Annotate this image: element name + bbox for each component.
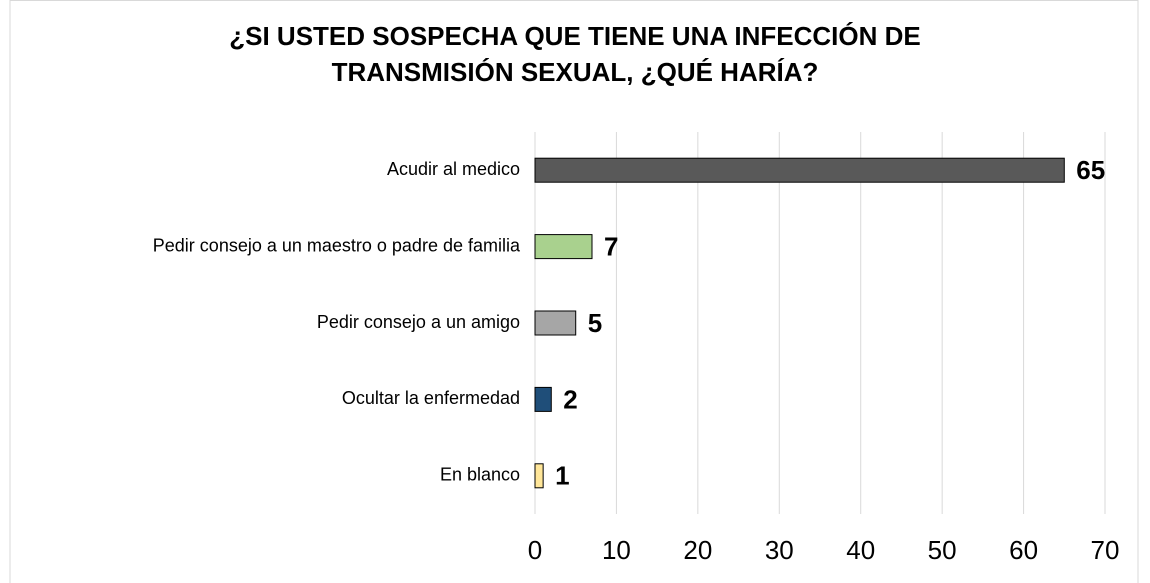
- bar: [534, 234, 593, 260]
- data-label: 7: [604, 231, 618, 261]
- bar: [534, 157, 1065, 183]
- x-tick-label: 20: [683, 535, 712, 565]
- chart-border: [9, 0, 1139, 583]
- y-tick-label: En blanco: [440, 465, 520, 485]
- x-tick-label: 0: [528, 535, 542, 565]
- grid: [534, 132, 1106, 514]
- y-tick-label: Pedir consejo a un amigo: [317, 312, 520, 332]
- bar: [534, 463, 544, 489]
- data-label: 1: [555, 461, 569, 491]
- plot: 65 7 5 2 1: [534, 155, 1105, 491]
- bar: [534, 386, 552, 412]
- data-label: 5: [588, 308, 602, 338]
- data-label: 65: [1076, 155, 1105, 185]
- x-tick-label: 70: [1091, 535, 1120, 565]
- y-tick-label: Pedir consejo a un maestro o padre de fa…: [153, 235, 521, 255]
- x-tick-label: 40: [846, 535, 875, 565]
- x-tick-label: 60: [1009, 535, 1038, 565]
- data-label: 2: [563, 384, 577, 414]
- chart-title: ¿SI USTED SOSPECHA QUE TIENE UNA INFECCI…: [229, 21, 921, 87]
- x-tick-label: 10: [602, 535, 631, 565]
- x-tick-label: 30: [765, 535, 794, 565]
- y-tick-label: Ocultar la enfermedad: [342, 388, 520, 408]
- y-tick-label: Acudir al medico: [387, 159, 520, 179]
- x-tick-label: 50: [928, 535, 957, 565]
- bar: [534, 310, 577, 336]
